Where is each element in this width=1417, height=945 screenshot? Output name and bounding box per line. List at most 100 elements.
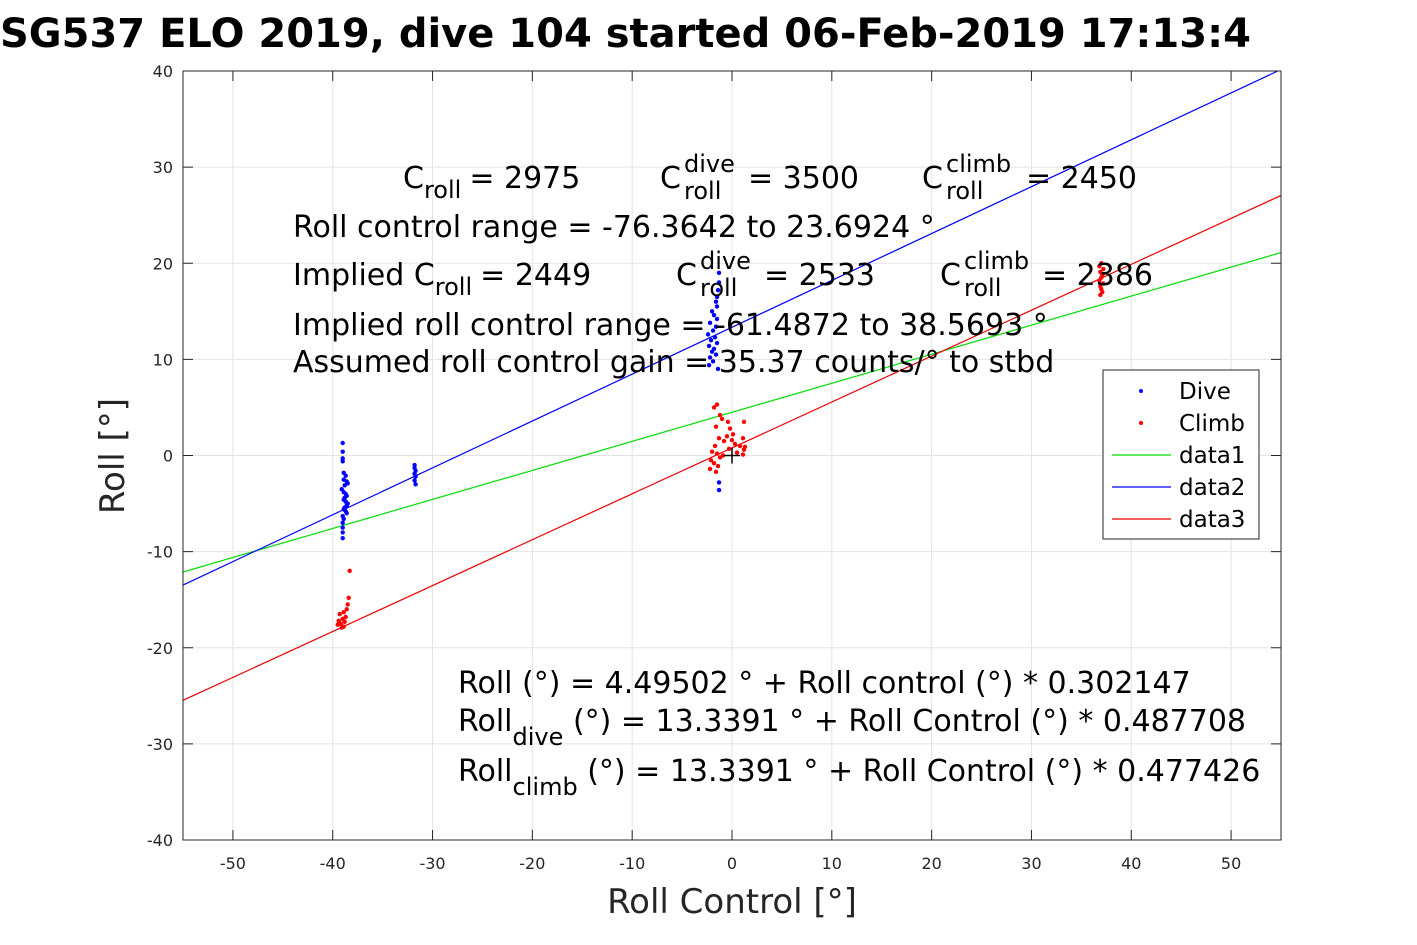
point-dive: [340, 530, 345, 535]
legend-label-climb: Climb: [1179, 411, 1245, 437]
point-dive: [710, 328, 716, 333]
point-climb: [717, 412, 723, 418]
annot-fit-roll: Roll (°) = 4.49502 ° + Roll control (°) …: [458, 666, 1191, 701]
point-dive: [344, 510, 349, 516]
point-dive: [710, 359, 716, 364]
point-dive: [709, 309, 715, 314]
point-climb: [341, 609, 346, 615]
point-climb: [714, 402, 720, 407]
legend: Dive Climb data1 data2 data3: [1102, 369, 1260, 540]
point-climb: [737, 443, 743, 449]
point-dive: [714, 304, 720, 309]
annot-fit-roll-dive: Rolldive (°) = 13.3391 ° + Roll Control …: [458, 704, 1246, 751]
point-dive: [714, 294, 720, 300]
point-climb: [729, 437, 735, 443]
x-tick-label: 0: [727, 854, 737, 873]
point-climb: [709, 449, 715, 454]
x-tick-label: -50: [220, 854, 246, 873]
point-dive: [340, 449, 345, 454]
point-dive: [715, 287, 721, 293]
point-climb: [742, 444, 748, 450]
point-dive: [413, 482, 418, 487]
point-dive: [706, 343, 712, 349]
point-climb: [339, 625, 344, 630]
point-climb: [726, 446, 732, 451]
point-climb: [740, 435, 746, 441]
point-dive: [715, 366, 721, 372]
point-dive: [340, 520, 345, 525]
point-dive: [342, 483, 347, 488]
y-tick-label: 0: [163, 447, 173, 466]
annot-implied-c-roll: Implied Croll = 2449: [293, 258, 591, 301]
point-dive: [412, 478, 417, 483]
legend-label-data2: data2: [1179, 475, 1245, 501]
x-axis-label: Roll Control [°]: [607, 882, 857, 922]
point-climb: [725, 419, 731, 425]
point-climb: [741, 419, 747, 425]
point-climb: [708, 458, 714, 463]
point-climb: [721, 438, 727, 444]
series-line-data1: [183, 252, 1281, 573]
y-tick-label: -10: [147, 543, 173, 562]
point-climb: [1097, 278, 1102, 283]
point-dive: [341, 516, 346, 522]
point-dive: [705, 332, 711, 337]
legend-marker-dive: [1139, 389, 1143, 393]
y-tick-label: 20: [153, 254, 173, 273]
point-dive: [340, 459, 345, 464]
point-dive: [716, 280, 722, 285]
point-climb: [345, 602, 350, 607]
x-tick-label: 40: [1121, 854, 1141, 873]
annot-fit-roll-climb: Rollclimb (°) = 13.3391 ° + Roll Control…: [458, 754, 1260, 801]
point-climb: [337, 611, 342, 617]
point-dive: [707, 355, 713, 360]
x-tick-label: -10: [619, 854, 645, 873]
point-dive: [340, 440, 345, 446]
point-climb: [335, 622, 340, 627]
annot-c-roll: Croll = 2975: [403, 161, 580, 204]
point-climb: [342, 619, 347, 624]
x-tick-label: -40: [320, 854, 346, 873]
chart-title: SG537 ELO 2019, dive 104 started 06-Feb-…: [0, 11, 1251, 57]
x-tick-label: 30: [1021, 854, 1041, 873]
point-climb: [344, 607, 349, 612]
point-dive: [413, 474, 418, 479]
y-tick-label: 10: [153, 350, 173, 369]
point-dive: [712, 335, 718, 340]
point-climb: [347, 568, 352, 574]
point-climb: [713, 424, 719, 429]
point-climb: [732, 441, 738, 447]
point-climb: [720, 453, 726, 458]
legend-label-data1: data1: [1179, 443, 1245, 469]
point-dive: [716, 270, 722, 276]
point-climb: [730, 432, 736, 437]
x-tick-label: 50: [1221, 854, 1241, 873]
point-dive: [713, 352, 719, 357]
point-climb: [719, 416, 725, 422]
point-climb: [740, 452, 746, 457]
y-tick-label: -20: [147, 639, 173, 658]
x-tick-label: 10: [822, 854, 842, 873]
point-dive: [708, 337, 714, 343]
point-climb: [711, 460, 717, 466]
point-dive: [706, 362, 712, 368]
point-climb: [1101, 266, 1106, 272]
legend-label-data3: data3: [1179, 507, 1245, 533]
point-climb: [715, 463, 721, 469]
point-climb: [716, 435, 722, 441]
point-climb: [1098, 292, 1103, 298]
annot-implied-range: Implied roll control range = -61.4872 to…: [293, 308, 1048, 343]
y-tick-label: 30: [153, 158, 173, 177]
legend-label-dive: Dive: [1179, 379, 1231, 405]
point-dive: [716, 480, 722, 485]
point-dive: [714, 340, 720, 346]
point-dive: [340, 525, 345, 530]
annot-gain: Assumed roll control gain = 35.37 counts…: [293, 345, 1054, 380]
point-dive: [711, 312, 717, 318]
